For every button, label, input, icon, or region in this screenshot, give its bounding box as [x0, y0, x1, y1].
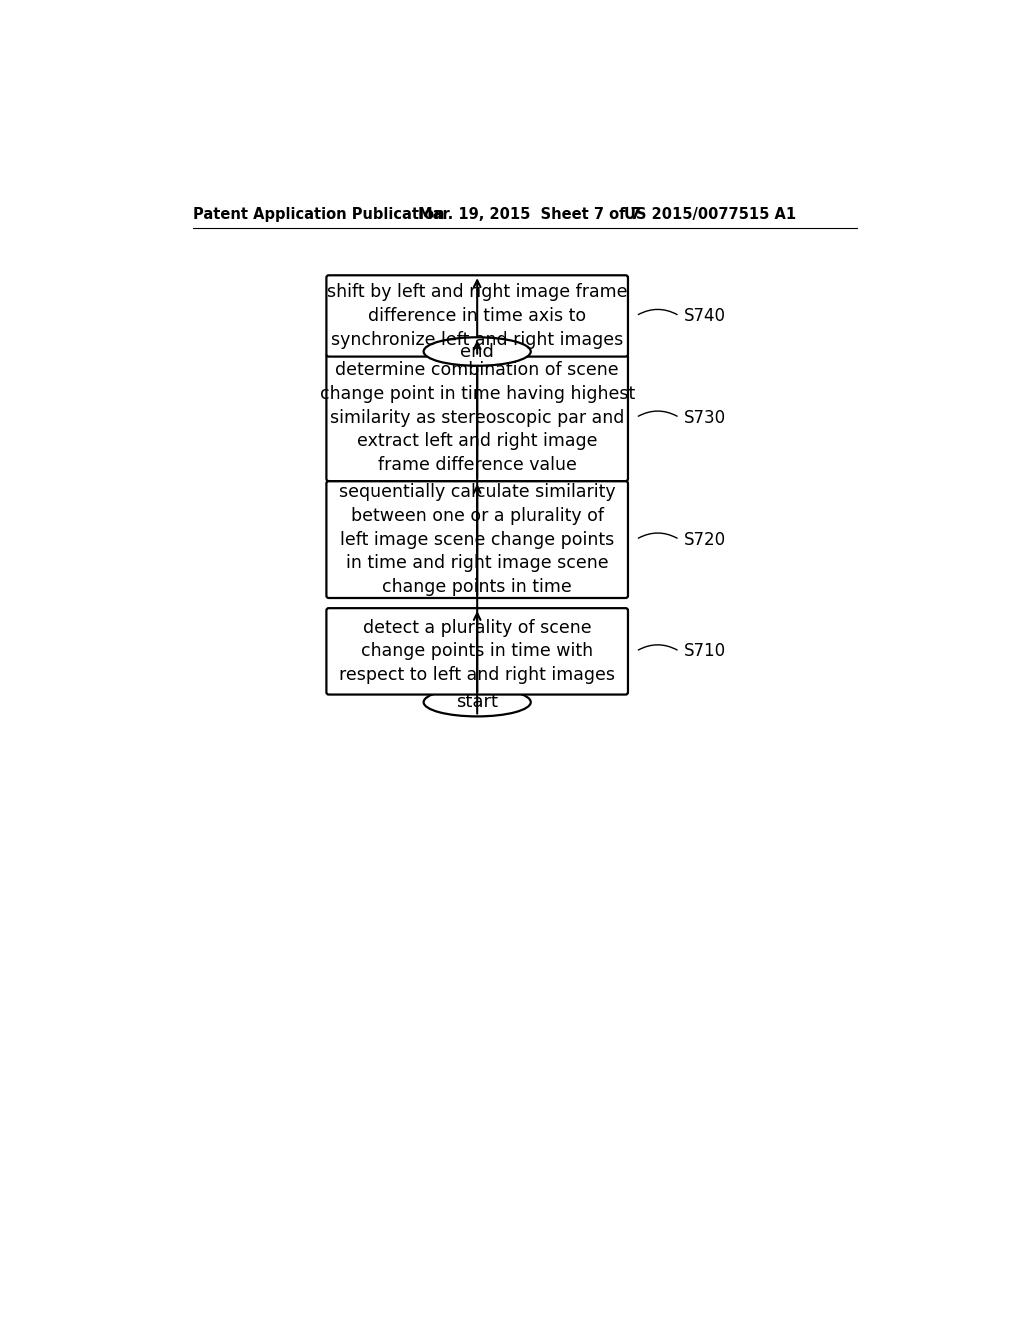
- Ellipse shape: [424, 338, 530, 366]
- Text: detect a plurality of scene
change points in time with
respect to left and right: detect a plurality of scene change point…: [339, 619, 615, 684]
- Text: shift by left and right image frame
difference in time axis to
synchronize left : shift by left and right image frame diff…: [327, 284, 628, 348]
- FancyBboxPatch shape: [327, 354, 628, 480]
- Text: Patent Application Publication: Patent Application Publication: [194, 207, 444, 222]
- Text: end: end: [460, 342, 495, 360]
- Ellipse shape: [424, 688, 530, 717]
- FancyBboxPatch shape: [327, 609, 628, 694]
- Text: sequentially calculate similarity
between one or a plurality of
left image scene: sequentially calculate similarity betwee…: [339, 483, 615, 595]
- Text: S710: S710: [684, 643, 726, 660]
- Text: S730: S730: [684, 409, 726, 426]
- Text: start: start: [456, 693, 499, 711]
- Text: US 2015/0077515 A1: US 2015/0077515 A1: [624, 207, 796, 222]
- Text: S740: S740: [684, 308, 726, 325]
- Text: S720: S720: [684, 531, 726, 549]
- Text: determine combination of scene
change point in time having highest
similarity as: determine combination of scene change po…: [319, 362, 635, 474]
- Text: FIG. 7: FIG. 7: [441, 298, 554, 333]
- FancyBboxPatch shape: [327, 276, 628, 356]
- FancyBboxPatch shape: [327, 480, 628, 598]
- Text: Mar. 19, 2015  Sheet 7 of 7: Mar. 19, 2015 Sheet 7 of 7: [418, 207, 640, 222]
